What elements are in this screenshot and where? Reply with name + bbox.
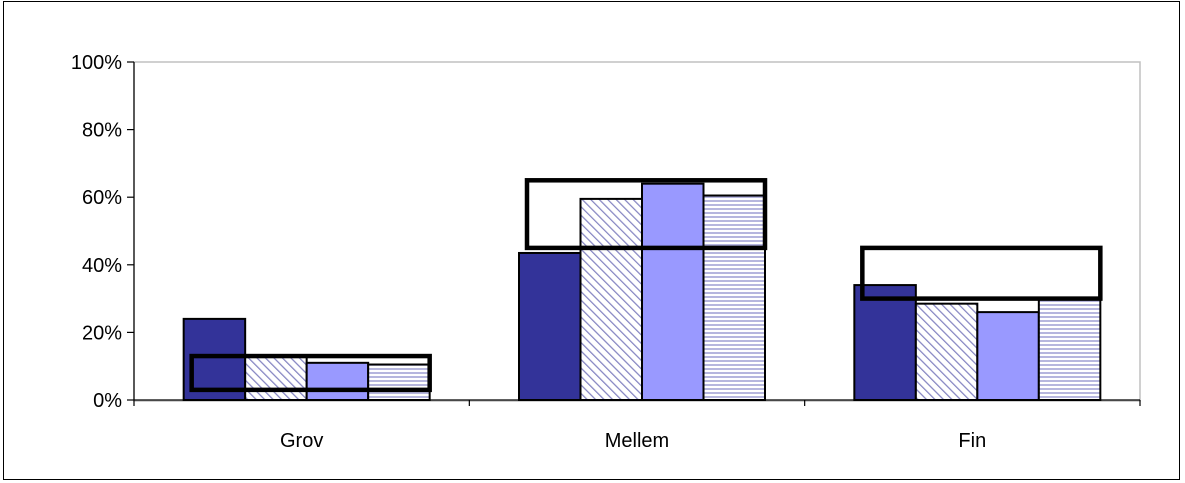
axes-layer: 0% 20% 40% 60% 80% 100% Grov Mellem Fin [71,52,1141,452]
bar-mellem-series-2 [579,197,643,401]
bar-grov-series-3 [305,361,370,402]
x-tick-label-fin: Fin [958,430,986,452]
bar-mellem-series-1 [518,251,582,401]
y-tick-label: 60% [82,187,122,209]
range-box-fin [860,245,1103,301]
range-boxes-layer [189,178,1103,393]
range-box-grov [189,353,432,393]
x-tick-label-grov: Grov [280,430,323,452]
bar-fin-series-1 [853,284,917,401]
bar-grov-series-2 [244,355,308,401]
bars-layer [182,182,1102,402]
bar-mellem-series-4 [702,194,766,401]
x-tick-label-mellem: Mellem [605,430,669,452]
y-tick-label: 40% [82,255,122,277]
y-tick-label: 0% [93,390,122,412]
y-tick-label: 20% [82,322,122,344]
bar-fin-series-3 [976,311,1040,401]
range-box-mellem [524,178,768,251]
y-tick-label: 100% [71,52,122,74]
bar-fin-series-2 [914,302,979,402]
bar-mellem-series-3 [641,182,705,401]
bar-grov-series-4 [367,363,431,402]
bar-fin-series-4 [1037,297,1102,402]
y-tick-label: 80% [82,120,122,142]
